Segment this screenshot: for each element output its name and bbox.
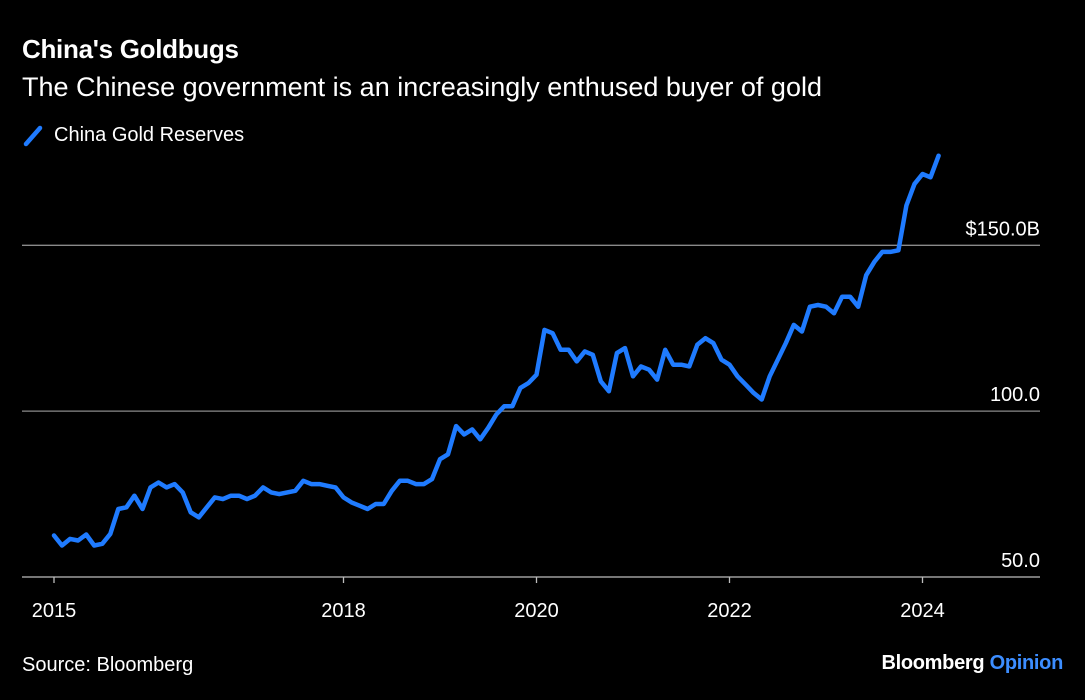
chart-title: China's Goldbugs: [22, 34, 239, 64]
x-tick-label: 2020: [514, 600, 559, 622]
x-tick-label: 2024: [900, 600, 945, 622]
chart-legend: China Gold Reserves: [22, 124, 244, 147]
y-tick-label: 100.0: [990, 384, 1040, 406]
diagonal-line-icon: [23, 125, 43, 146]
y-tick-label: $150.0B: [965, 218, 1040, 240]
y-tick-label: 50.0: [1001, 550, 1040, 572]
x-tick-label: 2015: [32, 600, 77, 622]
brand-accent: Opinion: [989, 652, 1064, 674]
brand-logo: Bloomberg Opinion: [881, 652, 1063, 675]
source-note: Source: Bloomberg: [22, 654, 194, 676]
chart-subtitle: The Chinese government is an increasingl…: [22, 72, 822, 102]
legend-label: China Gold Reserves: [54, 124, 245, 146]
series-line-china-gold-reserves: [51, 153, 941, 548]
x-tick-label: 2018: [321, 600, 366, 622]
x-tick-label: 2022: [707, 600, 752, 622]
brand-main: Bloomberg: [881, 652, 985, 674]
